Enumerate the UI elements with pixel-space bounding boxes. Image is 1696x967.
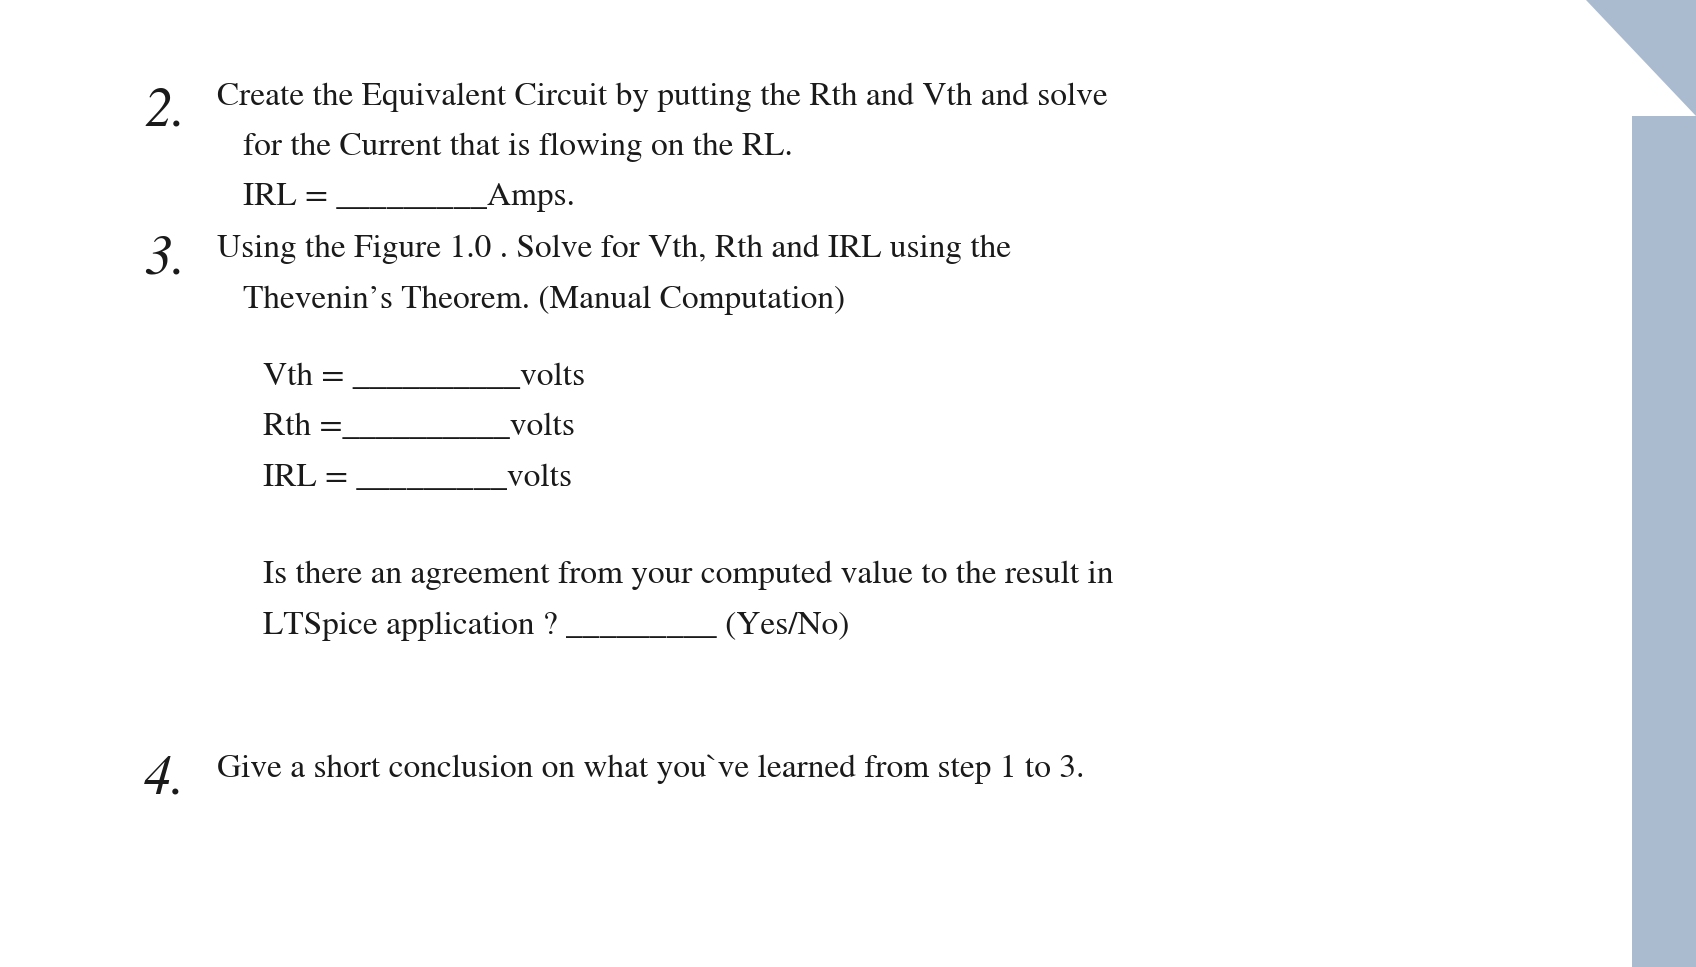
Polygon shape <box>1586 0 1696 116</box>
Text: Create the Equivalent Circuit by putting the Rth and Vth and solve: Create the Equivalent Circuit by putting… <box>217 82 1107 111</box>
Text: for the Current that is flowing on the RL.: for the Current that is flowing on the R… <box>243 132 792 161</box>
Text: Is there an agreement from your computed value to the result in: Is there an agreement from your computed… <box>263 561 1113 590</box>
Text: 4.: 4. <box>144 754 187 806</box>
Text: 2.: 2. <box>144 87 187 138</box>
FancyBboxPatch shape <box>1632 116 1696 967</box>
Text: IRL = _________volts: IRL = _________volts <box>263 463 572 492</box>
Text: Rth =__________volts: Rth =__________volts <box>263 413 575 442</box>
Text: Thevenin’s Theorem. (Manual Computation): Thevenin’s Theorem. (Manual Computation) <box>243 285 845 314</box>
Text: 3.: 3. <box>144 235 187 286</box>
Text: Using the Figure 1.0 . Solve for Vth, Rth and IRL using the: Using the Figure 1.0 . Solve for Vth, Rt… <box>217 235 1011 264</box>
Text: Vth = __________volts: Vth = __________volts <box>263 363 585 392</box>
Text: IRL = _________Amps.: IRL = _________Amps. <box>243 183 575 212</box>
Text: Give a short conclusion on what you`ve learned from step 1 to 3.: Give a short conclusion on what you`ve l… <box>217 754 1084 784</box>
Text: LTSpice application ? _________ (Yes/No): LTSpice application ? _________ (Yes/No) <box>263 611 850 640</box>
